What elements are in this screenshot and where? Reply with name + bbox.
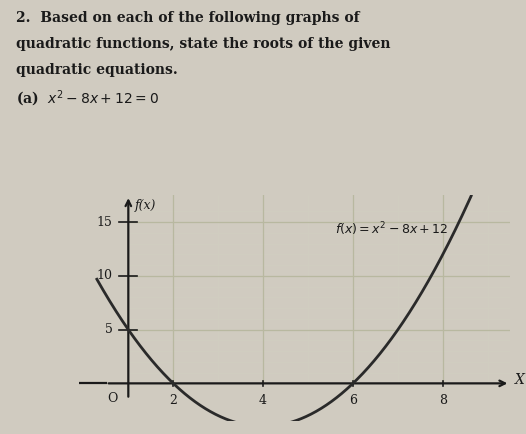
Text: quadratic equations.: quadratic equations.: [16, 63, 178, 77]
Text: 2: 2: [169, 394, 177, 407]
Text: O: O: [107, 392, 118, 405]
Text: 15: 15: [97, 216, 113, 229]
Text: quadratic functions, state the roots of the given: quadratic functions, state the roots of …: [16, 37, 390, 51]
Text: 2.  Based on each of the following graphs of: 2. Based on each of the following graphs…: [16, 11, 359, 25]
Text: 5: 5: [105, 323, 113, 336]
Text: 8: 8: [439, 394, 447, 407]
Text: $f(x) = x^2 - 8x + 12$: $f(x) = x^2 - 8x + 12$: [335, 220, 448, 238]
Text: f(x): f(x): [135, 198, 156, 211]
Text: 6: 6: [349, 394, 357, 407]
Text: 10: 10: [97, 270, 113, 283]
Text: (a)  $x^2 - 8x + 12 = 0$: (a) $x^2 - 8x + 12 = 0$: [16, 89, 159, 109]
Text: 4: 4: [259, 394, 267, 407]
Text: X: X: [515, 373, 524, 387]
